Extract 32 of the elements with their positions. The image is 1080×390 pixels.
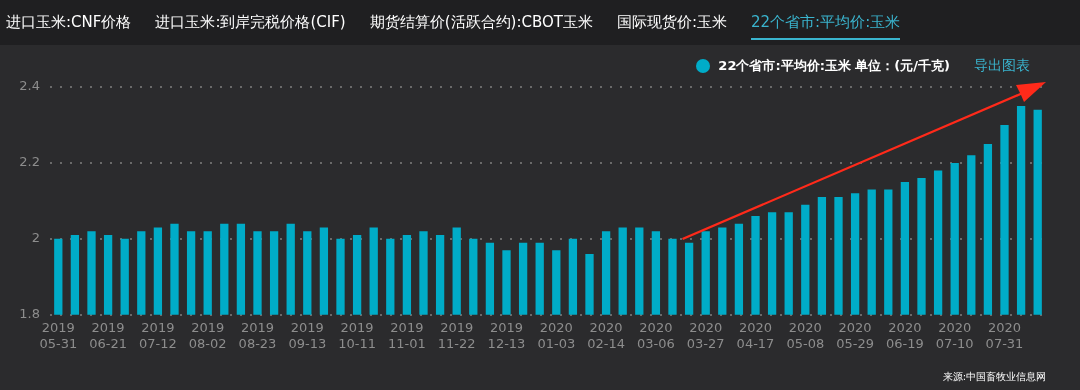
text: 国际现货价:玉米 (616, 12, 727, 33)
text: 进口玉米:到岸完税价格(CIF) (155, 12, 346, 33)
x-tick-label: 2020 07-31 (985, 319, 1024, 351)
x-tick-label: 2019 12-13 (487, 319, 526, 351)
x-tick-label: 2019 11-01 (388, 319, 426, 351)
x-tick-label: 2019 08-02 (188, 319, 227, 351)
x-tick-label: 2020 05-08 (786, 319, 825, 351)
x-tick-label: 2019 06-21 (89, 319, 127, 351)
x-tick-label: 2019 10-11 (338, 319, 376, 351)
text: 进口玉米:CNF价格 (6, 12, 132, 33)
x-tick-label: 2020 01-03 (537, 319, 576, 351)
x-tick-label: 2020 06-19 (886, 319, 924, 351)
x-tick-label: 2020 03-27 (686, 319, 725, 351)
text: 期货结算价(活跃合约):CBOT玉米 (369, 12, 593, 33)
legend-label: 22个省市:平均价:玉米 单位：(元/千克) (718, 57, 950, 75)
y-tick-label: 2.4 (19, 78, 40, 94)
y-tick-label: 2.2 (19, 154, 40, 170)
x-tick-label: 2019 09-13 (288, 319, 327, 351)
x-tick-label: 2020 03-06 (637, 319, 675, 351)
x-tick-label: 2019 05-31 (39, 319, 78, 351)
y-tick-label: 1.8 (19, 306, 40, 322)
x-tick-label: 2019 07-12 (139, 319, 177, 351)
x-tick-label: 2020 02-14 (587, 319, 625, 351)
y-tick-label: 2 (31, 230, 40, 246)
x-tick-label: 2020 04-17 (736, 319, 775, 351)
x-tick-label: 2020 07-10 (935, 319, 974, 351)
text: 导出图表 (974, 57, 1030, 75)
x-tick-label: 2020 05-29 (836, 319, 874, 351)
source-note: 来源:中国畜牧业信息网 (942, 370, 1046, 384)
x-tick-label: 2019 08-23 (238, 319, 277, 351)
text: 22个省市:平均价:玉米 (750, 5, 901, 40)
x-tick-label: 2019 11-22 (437, 319, 476, 351)
